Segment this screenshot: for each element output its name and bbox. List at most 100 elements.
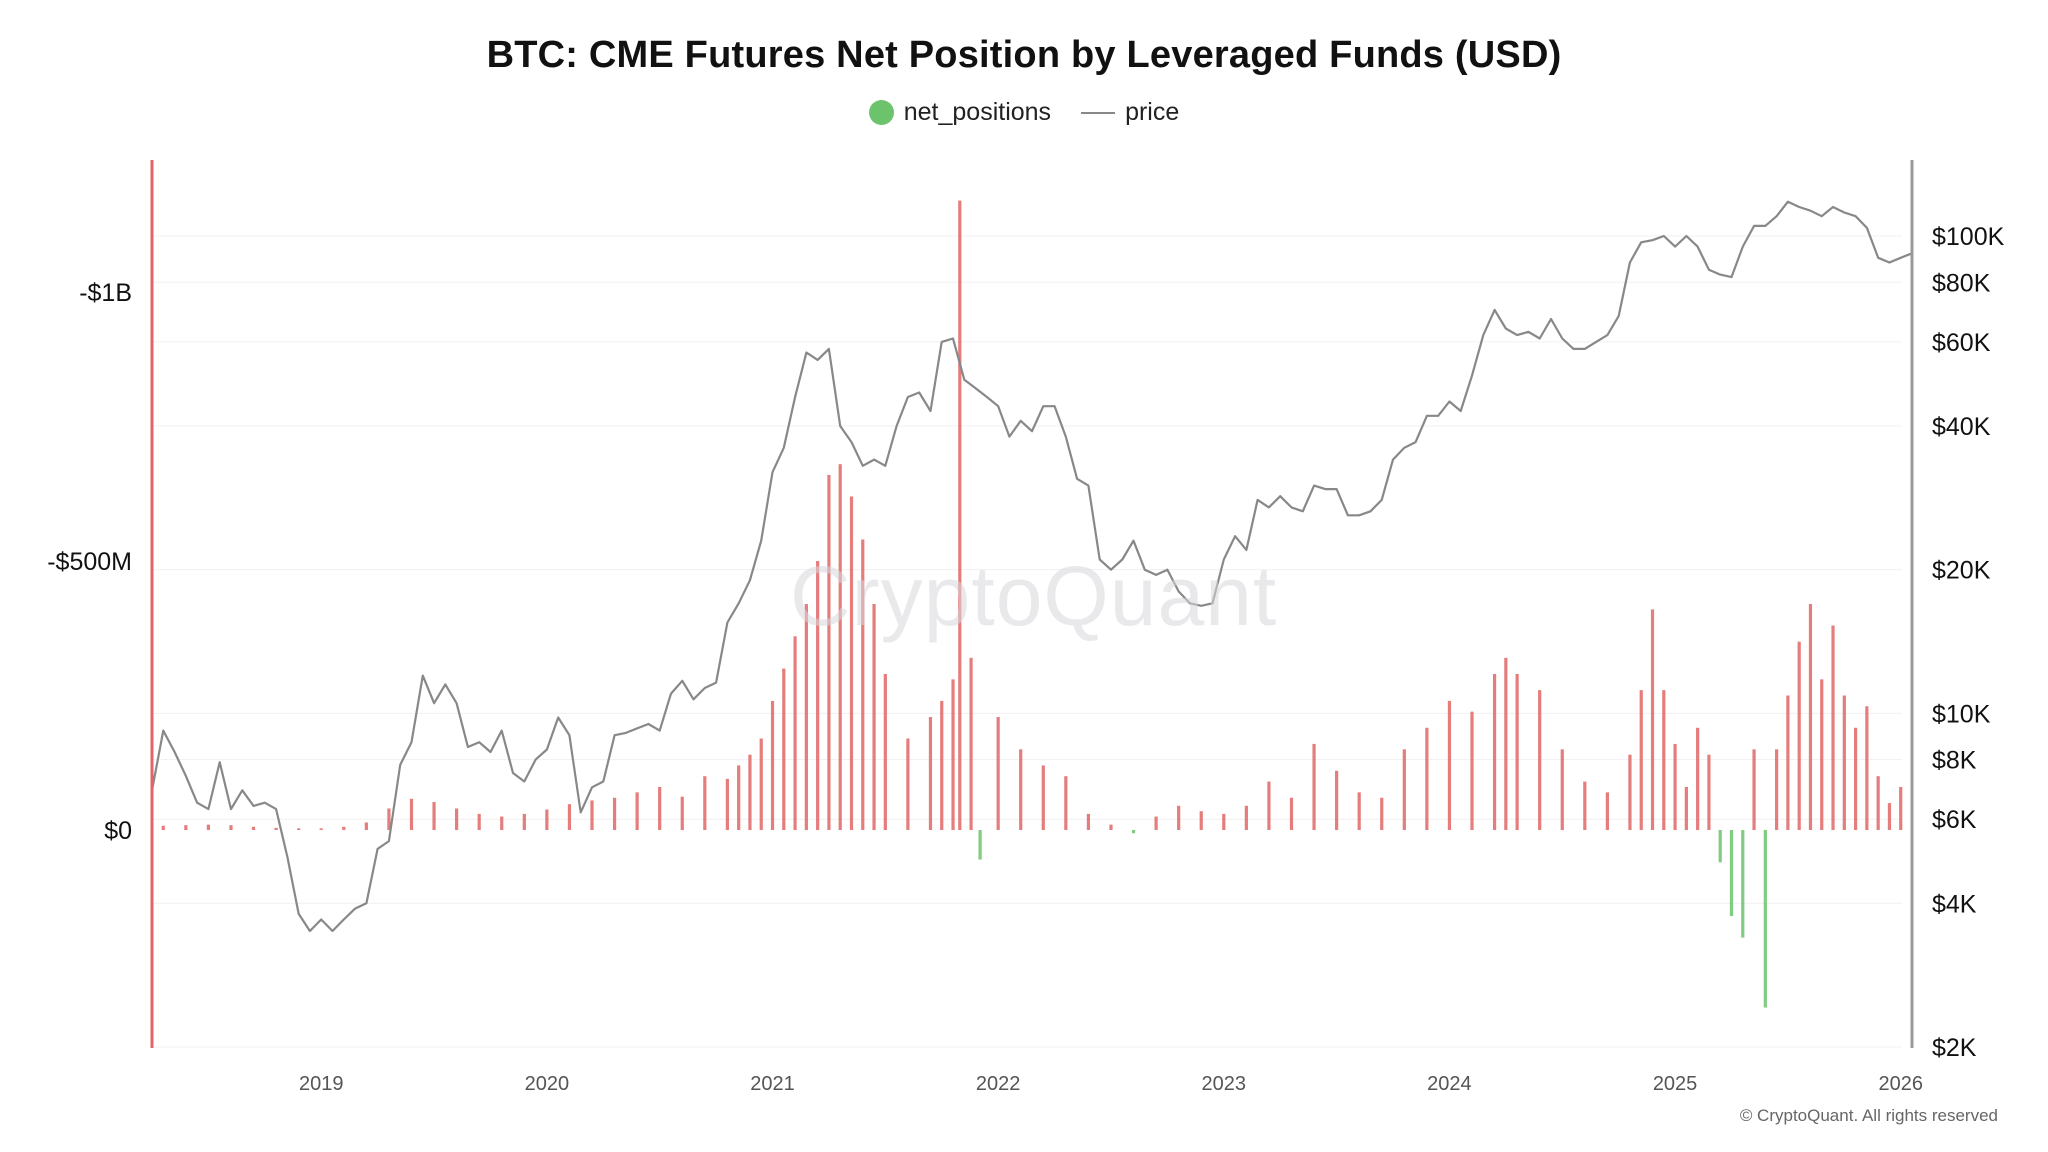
y-right-tick-label: $6K xyxy=(1932,806,1977,834)
net-position-bar xyxy=(906,738,910,830)
net-position-bar xyxy=(1684,786,1688,830)
net-position-bar xyxy=(658,786,662,830)
net-position-bar xyxy=(1504,657,1508,830)
net-position-bar xyxy=(872,604,876,830)
net-position-bar xyxy=(1357,792,1361,830)
net-position-bar xyxy=(1109,824,1113,830)
net-position-bar xyxy=(297,828,301,830)
green-dot-icon xyxy=(868,100,894,125)
net-position-bar xyxy=(1628,754,1632,830)
net-position-bar xyxy=(1797,641,1801,830)
y-right-tick-label: $40K xyxy=(1932,413,1991,441)
y-left-tick-label: -$1B xyxy=(79,279,132,307)
net-position-bar xyxy=(364,822,368,830)
net-position-bar xyxy=(1729,830,1734,917)
net-position-bar xyxy=(1876,776,1880,830)
net-position-bar xyxy=(1583,781,1587,830)
net-position-bar xyxy=(477,813,481,830)
net-position-bar xyxy=(680,796,684,830)
net-position-bar xyxy=(409,798,414,830)
x-tick-label: 2023 xyxy=(1202,1073,1247,1095)
net-position-bar xyxy=(1775,749,1779,830)
net-position-bar xyxy=(1831,625,1835,830)
net-position-bar xyxy=(1177,805,1181,830)
net-position-bar xyxy=(759,738,763,830)
legend-label-price: price xyxy=(1125,98,1180,126)
net-position-bar xyxy=(816,561,820,830)
net-position-bar xyxy=(1538,690,1542,830)
net-position-bar xyxy=(522,813,526,830)
net-position-bar xyxy=(703,776,707,830)
axis-labels: -$1B -$500M $0 $100K $80K $60K $40K $20K $10K $8K… xyxy=(47,223,2004,1095)
net-position-bar xyxy=(1752,749,1756,830)
legend-label-net-positions: net_positions xyxy=(903,98,1052,126)
net-position-bar xyxy=(1707,754,1711,830)
net-position-bar xyxy=(737,765,741,830)
net-position-bar xyxy=(748,754,752,830)
net-position-bar xyxy=(1041,765,1045,830)
net-position-bar xyxy=(1402,749,1406,830)
net-position-bar xyxy=(387,808,391,830)
net-position-bar xyxy=(725,778,729,830)
net-position-bar xyxy=(1820,679,1824,830)
net-position-bar xyxy=(1086,813,1091,830)
net-position-bar xyxy=(996,717,1000,830)
legend-item-price[interactable]: price xyxy=(1081,98,1179,127)
net-position-bar xyxy=(804,604,808,830)
copyright: © CryptoQuant. All rights reserved xyxy=(1739,1106,1998,1125)
net-position-bar xyxy=(883,673,887,830)
net-position-bar xyxy=(1312,743,1316,830)
net-position-bar xyxy=(770,700,775,830)
net-position-bar xyxy=(206,824,211,830)
x-tick-label: 2019 xyxy=(299,1073,344,1095)
legend-item-net-positions[interactable]: net_positions xyxy=(868,98,1052,127)
net-position-bar xyxy=(184,825,188,830)
net-position-bar xyxy=(793,636,797,830)
net-position-bar xyxy=(1335,770,1339,830)
net-position-bar xyxy=(951,679,955,830)
net-position-bar xyxy=(1741,830,1745,938)
net-position-bar xyxy=(1865,706,1869,830)
gray-line-icon xyxy=(1081,111,1116,114)
x-tick-label: 2022 xyxy=(976,1073,1021,1095)
net-position-bar xyxy=(1425,727,1429,830)
net-position-bar xyxy=(161,825,165,830)
y-right-tick-label: $2K xyxy=(1932,1034,1977,1062)
net-position-bar xyxy=(1786,695,1790,830)
net-position-bar xyxy=(251,826,256,830)
net-position-bar xyxy=(432,802,436,830)
net-position-bar xyxy=(1639,690,1643,830)
net-position-bar xyxy=(567,804,572,830)
net-position-bar xyxy=(1853,727,1858,830)
net-position-bar xyxy=(1650,609,1655,830)
net-position-bar xyxy=(958,200,962,831)
net-position-bar xyxy=(928,717,933,830)
net-position-bar xyxy=(1673,743,1677,830)
y-right-tick-label: $100K xyxy=(1932,223,2005,251)
net-position-bar xyxy=(590,800,594,830)
net-position-bar xyxy=(1515,673,1519,830)
y-right-tick-label: $10K xyxy=(1932,700,1991,728)
net-position-bar xyxy=(838,464,842,830)
net-position-bar xyxy=(849,496,854,830)
y-right-tick-label: $8K xyxy=(1932,747,1977,775)
y-right-tick-label: $80K xyxy=(1932,269,1991,297)
net-position-bar xyxy=(612,797,617,830)
net-position-bar xyxy=(1662,690,1666,830)
net-position-bar xyxy=(1244,805,1248,830)
net-position-bar xyxy=(782,668,786,830)
net-position-bar xyxy=(1763,830,1767,1008)
grid-lines xyxy=(152,235,1902,1048)
net-position-bar xyxy=(827,474,831,830)
y-right-tick-label: $20K xyxy=(1932,557,1991,585)
net-position-bar xyxy=(1019,749,1023,830)
net-position-bar xyxy=(229,825,233,830)
net-position-bar xyxy=(1131,830,1136,834)
net-position-bar xyxy=(978,830,982,860)
net-position-bar xyxy=(1696,727,1700,830)
legend[interactable]: net_positions price xyxy=(0,98,2048,127)
x-tick-label: 2020 xyxy=(525,1073,570,1095)
net-position-bar xyxy=(1560,749,1564,830)
net-position-bar xyxy=(342,826,346,830)
